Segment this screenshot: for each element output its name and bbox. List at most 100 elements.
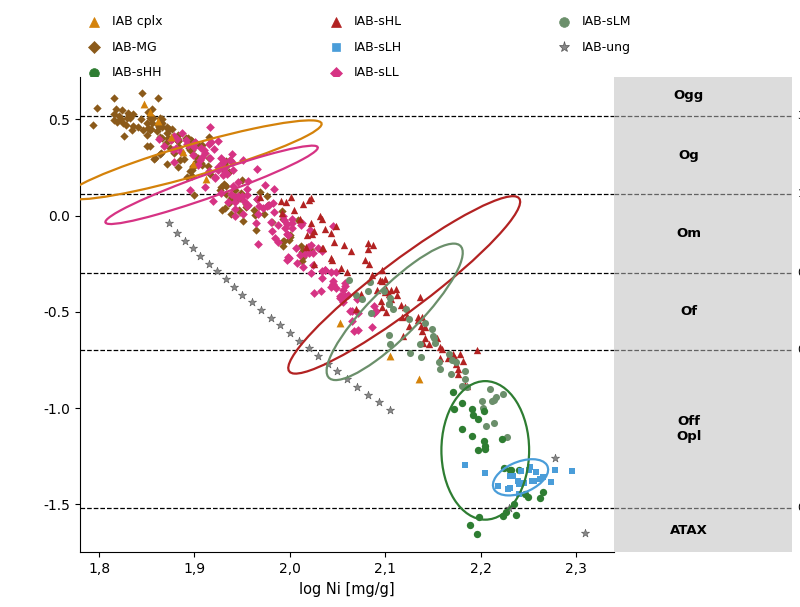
Point	[189, 137, 202, 147]
Point	[370, 285, 383, 294]
Text: IAB-sLL: IAB-sLL	[354, 66, 400, 80]
Point	[350, 304, 362, 314]
Point	[300, 242, 313, 251]
Point	[374, 296, 387, 306]
Text: IAB-sLM: IAB-sLM	[582, 15, 631, 28]
Point	[456, 424, 469, 433]
Point	[172, 136, 185, 146]
Point	[123, 110, 136, 120]
Point	[518, 478, 530, 488]
Point	[171, 228, 184, 238]
Point	[391, 290, 404, 300]
Point	[415, 352, 428, 362]
Point	[296, 256, 309, 265]
Point	[236, 191, 249, 200]
Point	[148, 154, 161, 163]
Point	[164, 132, 177, 141]
Point	[549, 453, 562, 463]
Point	[218, 203, 231, 213]
Point	[341, 267, 354, 277]
Point	[316, 214, 329, 223]
Point	[223, 167, 236, 177]
Point	[191, 159, 204, 169]
Point	[126, 121, 139, 131]
Point	[154, 148, 167, 158]
Point	[162, 124, 175, 134]
Point	[265, 217, 278, 227]
Point	[375, 276, 388, 286]
Point	[322, 359, 334, 368]
Point	[186, 161, 199, 171]
Point	[314, 287, 327, 296]
Point	[188, 142, 201, 152]
Point	[184, 185, 197, 195]
Point	[138, 99, 150, 109]
Point	[355, 294, 368, 304]
Point	[386, 305, 399, 314]
Point	[208, 172, 221, 182]
Point	[176, 129, 189, 138]
Point	[467, 410, 480, 419]
Point	[261, 191, 274, 201]
Point	[207, 144, 220, 154]
Point	[352, 308, 365, 318]
Point	[470, 345, 483, 355]
Point	[373, 398, 386, 407]
Point	[286, 223, 298, 232]
Point	[179, 133, 192, 143]
Point	[446, 387, 459, 397]
Point	[384, 293, 397, 303]
Point	[336, 297, 349, 307]
Point	[162, 219, 175, 228]
Point	[211, 266, 224, 276]
Point	[183, 166, 196, 175]
Point	[229, 197, 242, 206]
Point	[315, 246, 328, 256]
Point	[305, 245, 318, 254]
Point	[282, 253, 295, 263]
Point	[219, 274, 232, 284]
Point	[218, 180, 230, 189]
Point	[186, 243, 199, 253]
Point	[215, 158, 228, 168]
Point	[178, 154, 190, 164]
Point	[466, 432, 478, 441]
Point	[239, 202, 252, 211]
Point	[379, 284, 392, 294]
Point	[418, 333, 431, 343]
Point	[280, 197, 293, 207]
Point	[203, 123, 216, 132]
Point	[188, 152, 201, 161]
Point	[414, 322, 427, 331]
Point	[171, 130, 184, 140]
Point	[235, 175, 248, 185]
Point	[229, 197, 242, 206]
Point	[166, 145, 179, 155]
Point	[117, 118, 130, 127]
Point	[501, 432, 514, 442]
Point	[275, 208, 288, 218]
Point	[278, 215, 290, 225]
Point	[143, 107, 156, 117]
Point	[172, 162, 185, 172]
Point	[151, 120, 164, 129]
Point	[232, 191, 245, 200]
Point	[297, 262, 310, 272]
Point	[143, 113, 156, 123]
Point	[427, 333, 440, 343]
Point	[502, 484, 514, 493]
Point	[261, 202, 274, 211]
Point	[266, 217, 278, 226]
Point	[228, 282, 241, 292]
Point	[134, 115, 147, 124]
Point	[268, 184, 281, 194]
Point	[366, 240, 379, 249]
Point	[306, 248, 319, 258]
Point	[194, 158, 207, 168]
Point	[400, 304, 413, 314]
Point	[286, 219, 298, 228]
Point	[219, 156, 232, 166]
Point	[295, 247, 308, 257]
Point	[163, 143, 176, 153]
Point	[326, 280, 339, 290]
